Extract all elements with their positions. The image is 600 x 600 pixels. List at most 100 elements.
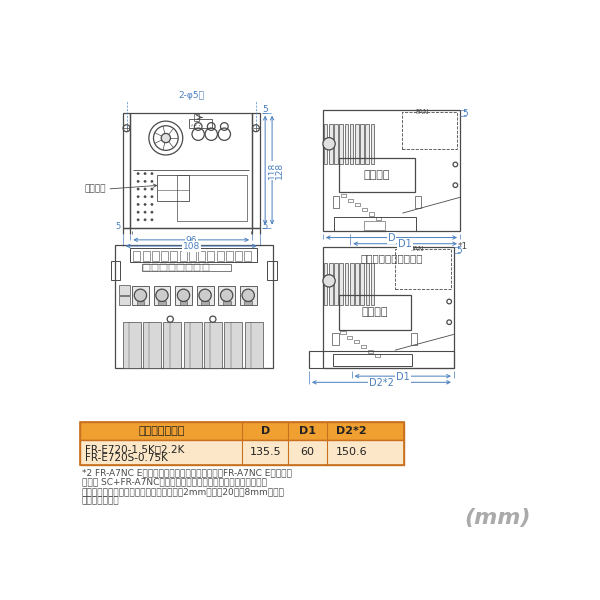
Bar	[341, 194, 346, 197]
Text: (mm): (mm)	[464, 508, 531, 528]
Bar	[169, 265, 175, 271]
Bar	[80, 440, 404, 464]
Text: 128: 128	[275, 161, 284, 179]
Text: 108: 108	[182, 242, 200, 251]
Text: バー SC+FR-A7NC（セーフティストップ対応品）装着時は、前: バー SC+FR-A7NC（セーフティストップ対応品）装着時は、前	[82, 478, 267, 487]
Circle shape	[137, 180, 139, 182]
Circle shape	[137, 218, 139, 221]
Bar	[329, 263, 332, 305]
Bar	[189, 119, 212, 128]
Bar	[368, 350, 373, 353]
Circle shape	[151, 203, 153, 206]
Bar	[130, 113, 252, 227]
Text: *1: *1	[458, 242, 468, 251]
Bar	[178, 265, 184, 271]
Bar	[157, 175, 189, 200]
Bar	[344, 124, 348, 164]
Bar	[371, 124, 374, 164]
Bar	[403, 112, 457, 149]
Bar	[355, 203, 360, 206]
Text: 定格名板: 定格名板	[364, 170, 390, 181]
Bar	[350, 124, 353, 164]
Bar	[360, 124, 364, 164]
Bar	[226, 251, 233, 260]
Circle shape	[144, 172, 146, 175]
Circle shape	[199, 289, 211, 301]
Bar	[123, 322, 141, 368]
Bar	[208, 251, 214, 260]
Bar	[344, 263, 349, 305]
Bar	[178, 175, 247, 221]
Text: 135.5: 135.5	[250, 448, 281, 457]
Text: FAN: FAN	[410, 247, 424, 253]
Bar	[143, 322, 161, 368]
Bar	[252, 113, 260, 227]
Circle shape	[144, 218, 146, 221]
Bar	[161, 251, 168, 260]
Bar	[244, 301, 252, 305]
Bar	[194, 265, 200, 271]
Bar	[334, 124, 338, 164]
Bar	[354, 340, 359, 343]
Bar	[152, 265, 158, 271]
Circle shape	[137, 211, 139, 213]
Bar	[201, 301, 209, 305]
Text: 面に端子台が出るので、奧行き寸法が約2mm（最大20・ゖ8mm）大き: 面に端子台が出るので、奧行き寸法が約2mm（最大20・ゖ8mm）大き	[82, 487, 285, 496]
Circle shape	[323, 137, 335, 150]
Text: FR-E720S-0.75K: FR-E720S-0.75K	[85, 453, 168, 463]
Text: 容量名板: 容量名板	[84, 185, 106, 194]
Bar	[333, 196, 340, 208]
Text: D: D	[388, 233, 395, 244]
Bar	[170, 251, 178, 260]
Bar	[268, 260, 277, 280]
Text: 定格名板: 定格名板	[361, 307, 388, 317]
Bar	[197, 286, 214, 305]
Bar	[329, 124, 332, 164]
Circle shape	[151, 188, 153, 190]
Text: 5: 5	[462, 109, 468, 118]
Bar	[80, 422, 404, 440]
Bar	[204, 322, 222, 368]
Bar	[111, 260, 121, 280]
Bar	[189, 251, 196, 260]
Bar	[130, 248, 257, 262]
Bar	[142, 264, 230, 271]
Bar	[355, 263, 359, 305]
Bar	[218, 286, 235, 305]
Bar	[371, 263, 374, 305]
Bar	[154, 286, 170, 305]
Bar	[152, 251, 159, 260]
Bar	[338, 295, 410, 329]
Bar	[224, 322, 242, 368]
Circle shape	[137, 188, 139, 190]
Bar	[376, 217, 381, 220]
Bar	[340, 158, 415, 193]
Bar	[217, 251, 224, 260]
Text: D1: D1	[396, 372, 410, 382]
Bar	[133, 251, 140, 260]
Bar	[143, 251, 149, 260]
Bar	[361, 263, 364, 305]
Circle shape	[137, 203, 139, 206]
Bar	[119, 285, 130, 295]
Bar	[186, 265, 192, 271]
Circle shape	[161, 133, 170, 143]
Bar	[415, 196, 421, 208]
Bar	[115, 245, 273, 368]
Text: 118: 118	[268, 161, 277, 179]
Bar	[137, 301, 144, 305]
Bar	[410, 334, 417, 345]
Bar	[175, 286, 192, 305]
Bar	[355, 124, 359, 164]
Bar	[347, 335, 352, 339]
Bar	[244, 251, 251, 260]
Bar	[163, 322, 181, 368]
Bar	[339, 124, 343, 164]
Bar	[350, 263, 353, 305]
Text: インバータ形名: インバータ形名	[138, 426, 184, 436]
Text: *2 FR-A7NC Eキット（標準制御端子仕様品）、FR-A7NC Eキットカ: *2 FR-A7NC Eキット（標準制御端子仕様品）、FR-A7NC Eキットカ	[82, 469, 292, 478]
Circle shape	[151, 196, 153, 198]
Bar	[368, 212, 374, 215]
Bar	[198, 251, 205, 260]
Bar	[323, 247, 454, 368]
